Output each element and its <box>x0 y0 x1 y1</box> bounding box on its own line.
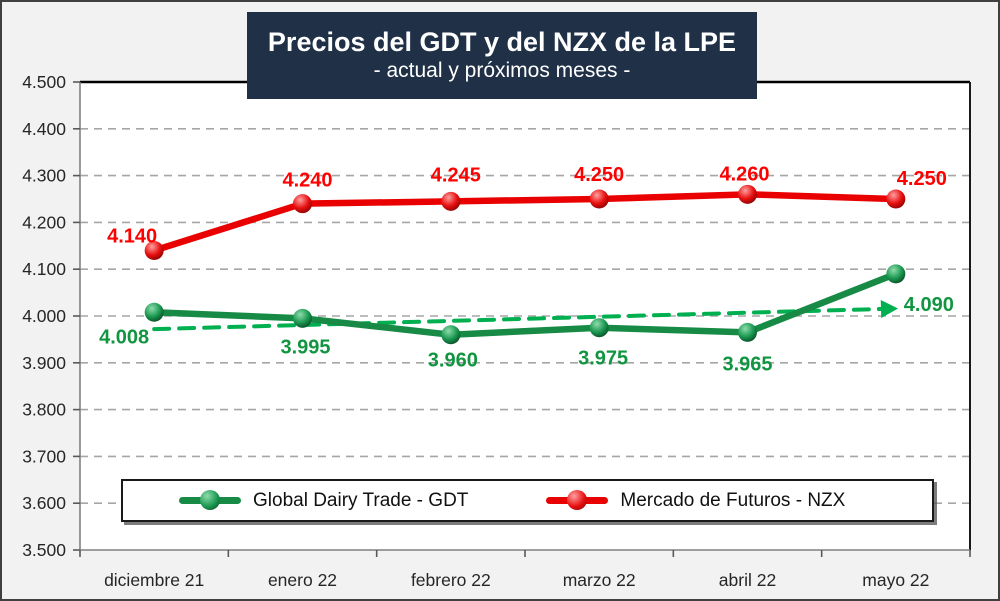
gdt-legend-sphere <box>200 490 220 510</box>
gdt-point-label: 3.960 <box>428 350 478 372</box>
legend-label-nzx: Mercado de Futuros - NZX <box>620 489 846 511</box>
gdt-line <box>150 270 900 338</box>
x-axis-label: abril 22 <box>719 570 776 590</box>
y-axis-tick-label: 4.200 <box>22 212 66 232</box>
nzx-point-label: 4.250 <box>897 168 947 190</box>
gdt-marker <box>589 318 609 338</box>
nzx-line <box>150 191 900 254</box>
nzx-point-label: 4.240 <box>282 170 332 192</box>
x-axis-label: diciembre 21 <box>104 570 204 590</box>
legend: Global Dairy Trade - GDT Mercado de Futu… <box>121 479 934 522</box>
legend-item-gdt: Global Dairy Trade - GDT <box>179 490 468 512</box>
legend-item-nzx: Mercado de Futuros - NZX <box>546 490 845 512</box>
y-axis-tick-label: 4.400 <box>22 119 66 139</box>
nzx-legend-sphere <box>567 490 588 510</box>
y-axis-tick-label: 3.700 <box>22 446 66 466</box>
chart-title: Precios del GDT y del NZX de la LPE <box>267 27 737 58</box>
chart-title-box: Precios del GDT y del NZX de la LPE - ac… <box>247 12 757 99</box>
nzx-point-label: 4.260 <box>719 163 769 185</box>
chart-subtitle: - actual y próximos meses - <box>373 59 631 83</box>
gdt-marker <box>293 308 312 328</box>
x-axis-label: enero 22 <box>268 570 337 590</box>
gdt-legend-marker-icon <box>179 490 241 511</box>
gdt-point-label: 3.995 <box>280 336 330 358</box>
y-axis-tick-label: 4.300 <box>22 166 66 186</box>
nzx-marker <box>293 194 312 214</box>
y-axis-tick-label: 4.500 <box>22 72 66 92</box>
x-axis-label: febrero 22 <box>411 570 491 590</box>
x-axis-label: mayo 22 <box>862 570 929 590</box>
gdt-marker <box>738 322 757 342</box>
gdt-point-label: 3.965 <box>722 353 772 375</box>
y-axis-tick-label: 3.900 <box>22 353 66 373</box>
gdt-point-label: 4.008 <box>99 326 149 348</box>
gdt-marker <box>886 264 906 284</box>
nzx-marker <box>738 184 757 204</box>
y-axis-tick-label: 3.800 <box>22 400 66 420</box>
gdt-point-label: 3.975 <box>578 348 628 370</box>
nzx-marker <box>589 189 609 209</box>
nzx-point-label: 4.250 <box>574 164 624 186</box>
y-axis-tick-label: 4.000 <box>22 306 66 326</box>
nzx-marker <box>144 240 164 260</box>
nzx-point-label: 4.245 <box>431 164 481 186</box>
nzx-marker <box>886 189 906 209</box>
trend-dashed-line <box>152 306 883 332</box>
nzx-marker <box>441 191 461 211</box>
legend-label-gdt: Global Dairy Trade - GDT <box>253 489 469 511</box>
gdt-marker <box>144 302 164 322</box>
trend-arrowhead-icon <box>880 299 898 318</box>
y-axis-tick-label: 3.500 <box>22 540 66 560</box>
gdt-point-label: 4.090 <box>904 294 954 316</box>
x-axis-label: marzo 22 <box>563 570 636 590</box>
nzx-point-label: 4.140 <box>107 225 157 247</box>
y-axis-tick-label: 4.100 <box>22 259 66 279</box>
y-axis-tick-label: 3.600 <box>22 493 66 513</box>
gdt-marker <box>441 325 461 345</box>
nzx-legend-marker-icon <box>546 490 609 511</box>
